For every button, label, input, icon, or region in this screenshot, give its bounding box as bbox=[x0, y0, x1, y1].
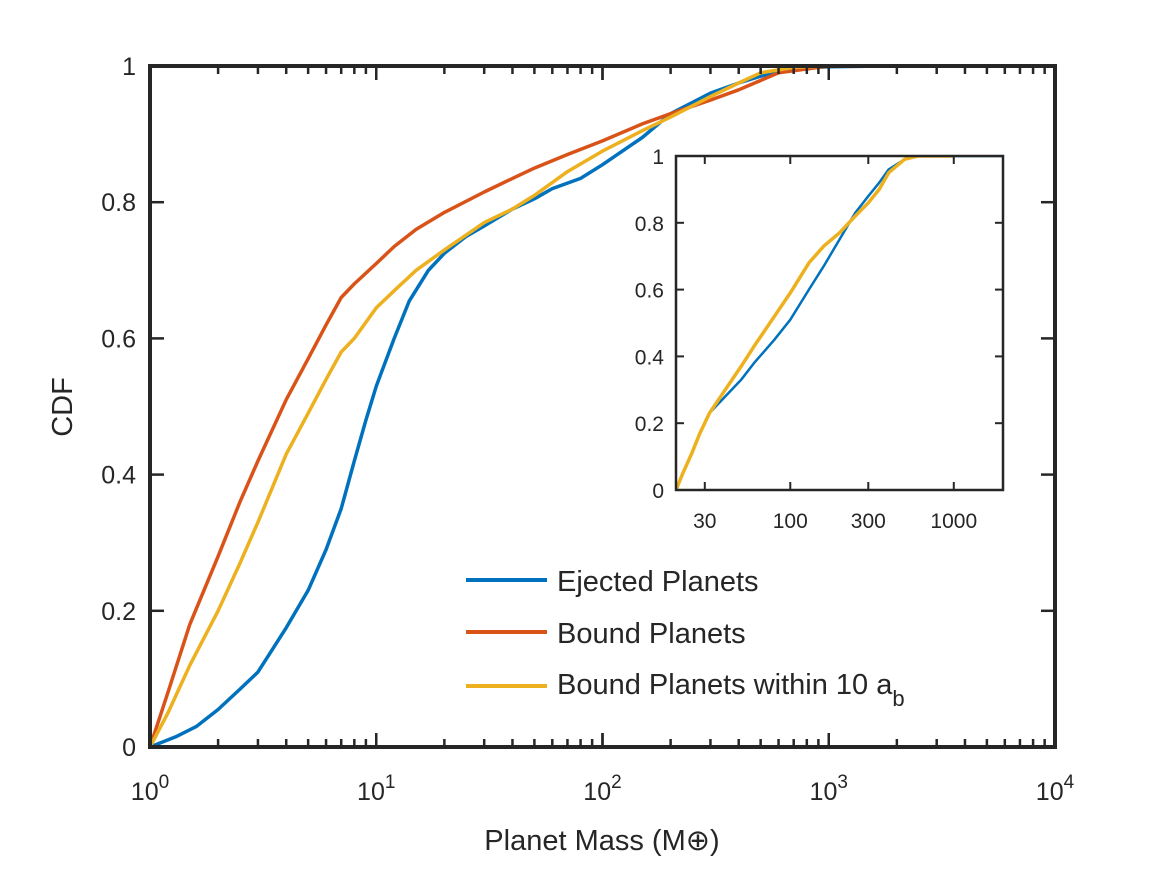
series-line-2 bbox=[150, 66, 829, 747]
inset-background bbox=[676, 156, 1003, 490]
y-axis-label: CDF bbox=[47, 377, 79, 437]
inset-y-tick-label: 0.2 bbox=[635, 413, 664, 436]
y-tick-label: 0.2 bbox=[101, 598, 136, 626]
main-axes: 0 0.2 0.4 0.6 0.8 1 100 101 102 103 104 Planet Mas… bbox=[47, 53, 1075, 857]
inset-x-tick-label: 300 bbox=[851, 510, 886, 533]
main-axes-box bbox=[148, 64, 1057, 749]
inset-x-tick-label: 1000 bbox=[930, 510, 977, 533]
x-tick-label: 103 bbox=[810, 772, 848, 806]
inset-tick-labels: 30 100 300 1000 0 0.2 0.4 0.6 0.8 1 bbox=[635, 146, 977, 533]
inset-x-tick-label: 100 bbox=[773, 510, 808, 533]
legend-label-ejected: Ejected Planets bbox=[557, 566, 759, 598]
inset-x-tick-label: 30 bbox=[693, 510, 716, 533]
inset-y-tick-label: 0.8 bbox=[635, 213, 664, 236]
inset-y-tick-label: 0.4 bbox=[635, 346, 665, 369]
y-tick-label: 0 bbox=[122, 734, 136, 762]
y-tick-label: 0.6 bbox=[101, 325, 136, 353]
x-axis-label: Planet Mass (M⊕) bbox=[484, 825, 719, 857]
inset-series-group bbox=[676, 156, 1003, 490]
legend: Ejected Planets Bound Planets Bound Plan… bbox=[466, 566, 905, 711]
y-tick-label: 1 bbox=[122, 53, 136, 81]
x-tick-label: 100 bbox=[131, 772, 169, 806]
inset-axes-box bbox=[674, 154, 1005, 492]
inset-y-tick-label: 0 bbox=[652, 480, 664, 503]
main-tick-labels: 0 0.2 0.4 0.6 0.8 1 100 101 102 103 104 bbox=[101, 53, 1074, 806]
inset-y-tick-label: 1 bbox=[652, 146, 664, 169]
y-tick-label: 0.4 bbox=[101, 462, 136, 490]
y-tick-label: 0.8 bbox=[101, 189, 136, 217]
legend-label-bound-within-subscript: b bbox=[892, 686, 904, 711]
legend-label-bound-within: Bound Planets within 10 ab bbox=[557, 669, 905, 711]
inset-axes: 30 100 300 1000 0 0.2 0.4 0.6 0.8 1 bbox=[635, 146, 1005, 533]
x-tick-label: 104 bbox=[1036, 772, 1075, 806]
legend-label-bound: Bound Planets bbox=[557, 618, 746, 650]
legend-label-bound-within-main: Bound Planets within 10 a bbox=[557, 669, 893, 701]
inset-series-line-1 bbox=[676, 156, 954, 490]
x-tick-label: 102 bbox=[583, 772, 621, 806]
x-tick-label: 101 bbox=[357, 772, 395, 806]
inset-y-tick-label: 0.6 bbox=[635, 280, 664, 303]
main-series-group bbox=[150, 66, 923, 747]
